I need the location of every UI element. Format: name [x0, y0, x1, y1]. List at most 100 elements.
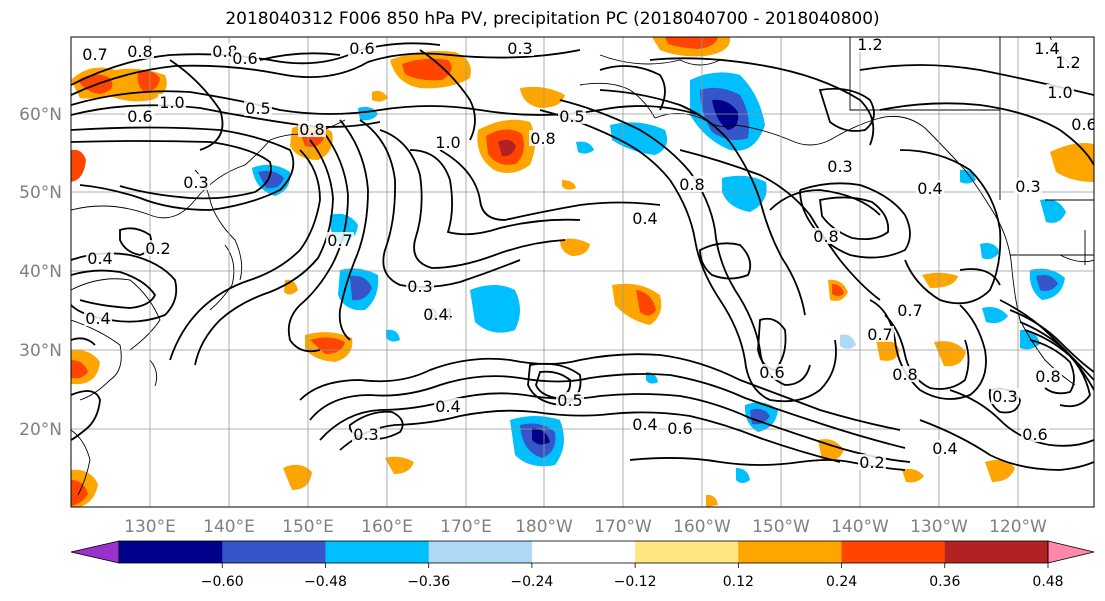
lon-label: 140°E [203, 517, 255, 537]
lon-label: 170°E [440, 517, 492, 537]
contour-label-bg [244, 100, 272, 116]
contour-label: 0.4 [917, 179, 942, 198]
colorbar-tick-label: 0.48 [1032, 574, 1063, 590]
contour-label: 0.4 [87, 249, 112, 268]
contour-label-bg [891, 366, 919, 382]
contour-label-bg [856, 37, 884, 52]
contour-label-bg [182, 174, 210, 190]
contour-label: 0.8 [1035, 367, 1060, 386]
contour-label: 0.6 [667, 419, 692, 438]
contour-label: 0.4 [632, 209, 657, 228]
contour-label-bg [1046, 84, 1074, 100]
contour-label: 0.2 [145, 239, 170, 258]
lat-label: 20°N [19, 420, 62, 440]
contour-label-bg [896, 302, 924, 318]
lon-label: 140°W [831, 517, 889, 537]
contour-label-bg [1014, 178, 1042, 194]
contour-label: 0.4 [85, 309, 110, 328]
contour-label: 0.6 [232, 49, 257, 68]
contour-label: 0.6 [349, 39, 374, 58]
contour-label-bg [931, 440, 959, 456]
colorbar-segment [325, 541, 430, 563]
lon-label: 130°E [124, 517, 176, 537]
lon-label: 160°W [673, 517, 731, 537]
contour-label-bg [158, 94, 186, 110]
contour-label: 0.4 [435, 397, 460, 416]
colorbar-segment [635, 541, 739, 563]
longitude-labels: 130°E 140°E 150°E 160°E 170°E 180°W 170°W 160°W… [124, 517, 1047, 537]
contour-label-bg [812, 228, 840, 244]
colorbar-segment [119, 541, 223, 563]
colorbar-tick-label: 0.12 [723, 574, 754, 590]
lat-label: 60°N [19, 105, 62, 125]
contour-label-bg [126, 108, 154, 124]
contour-label-bg [991, 388, 1019, 404]
contour-label-bg [84, 310, 112, 326]
contour-label-bg [326, 232, 354, 248]
colorbar-tick-label: 0.24 [826, 574, 857, 590]
colorbar-segment [738, 541, 843, 563]
contour-label: 0.4 [423, 305, 448, 324]
contour-label-bg [298, 121, 326, 137]
precip-positive-anomalies [71, 37, 1094, 507]
contour-label: 1.0 [435, 133, 460, 152]
contour-label: 0.8 [813, 227, 838, 246]
colorbar-tick-label: 0.36 [929, 574, 960, 590]
colorbar-segment [841, 541, 946, 563]
contour-label: 0.3 [183, 173, 208, 192]
contour-label: 0.3 [992, 387, 1017, 406]
contour-label: 0.8 [299, 120, 324, 139]
contour-label: 0.8 [127, 42, 152, 61]
contour-labels: 0.7 0.8 0.80.60.6 0.3 1.2 1.41.21.00.6 0.51.00… [81, 35, 1096, 472]
contour-label-bg [758, 364, 786, 380]
contour-label: 0.5 [245, 99, 270, 118]
map-frame [70, 36, 1095, 508]
contour-label: 1.0 [1047, 83, 1072, 102]
contour-label-bg [422, 306, 450, 322]
lon-label: 160°E [361, 517, 413, 537]
contour-label-bg [678, 176, 706, 192]
contour-label: 0.6 [1071, 115, 1096, 134]
contour-label-bg [631, 210, 659, 226]
colorbar-segment [428, 541, 533, 563]
contour-label-bg [126, 43, 154, 59]
contour-label-bg [826, 158, 854, 174]
contour-label: 0.6 [1022, 425, 1047, 444]
contour-label-bg [666, 420, 694, 436]
contour-label-bg [434, 398, 462, 414]
colorbar-tick-label: −0.12 [614, 574, 657, 590]
contour-label-bg [434, 134, 462, 150]
contour-label: 1.2 [857, 35, 882, 54]
contour-label: 0.3 [407, 277, 432, 296]
contour-label: 0.8 [530, 129, 555, 148]
colorbar-segment [944, 541, 1049, 563]
lat-label: 30°N [19, 341, 62, 361]
colorbar-tick-label: −0.60 [201, 574, 244, 590]
contour-label-bg [348, 40, 376, 56]
lon-label: 170°W [594, 517, 652, 537]
contour-label-bg [81, 46, 109, 62]
contour-label: 0.8 [679, 175, 704, 194]
colorbar-segment [222, 541, 326, 563]
contour-label-bg [556, 392, 584, 408]
contour-label: 0.2 [859, 453, 884, 472]
contour-label: 0.4 [932, 439, 957, 458]
contour-label: 0.3 [1015, 177, 1040, 196]
contour-label-bg [406, 278, 434, 294]
contour-label: 0.7 [867, 325, 892, 344]
contour-label: 0.7 [327, 231, 352, 250]
contour-label: 0.5 [557, 391, 582, 410]
pv-contours [71, 42, 1094, 471]
lon-label: 150°E [282, 517, 334, 537]
contour-label-bg [1070, 116, 1094, 132]
chart-title: 2018040312 F006 850 hPa PV, precipitatio… [225, 9, 880, 29]
contour-label-bg [916, 180, 944, 196]
contour-label-bg [1054, 54, 1082, 70]
contour-label: 0.3 [827, 157, 852, 176]
contour-label-bg [86, 250, 114, 266]
contour-label: 0.3 [507, 39, 532, 58]
lon-label: 120°W [989, 517, 1047, 537]
contour-label: 1.4 [1034, 39, 1059, 58]
contour-label-bg [1033, 40, 1061, 56]
